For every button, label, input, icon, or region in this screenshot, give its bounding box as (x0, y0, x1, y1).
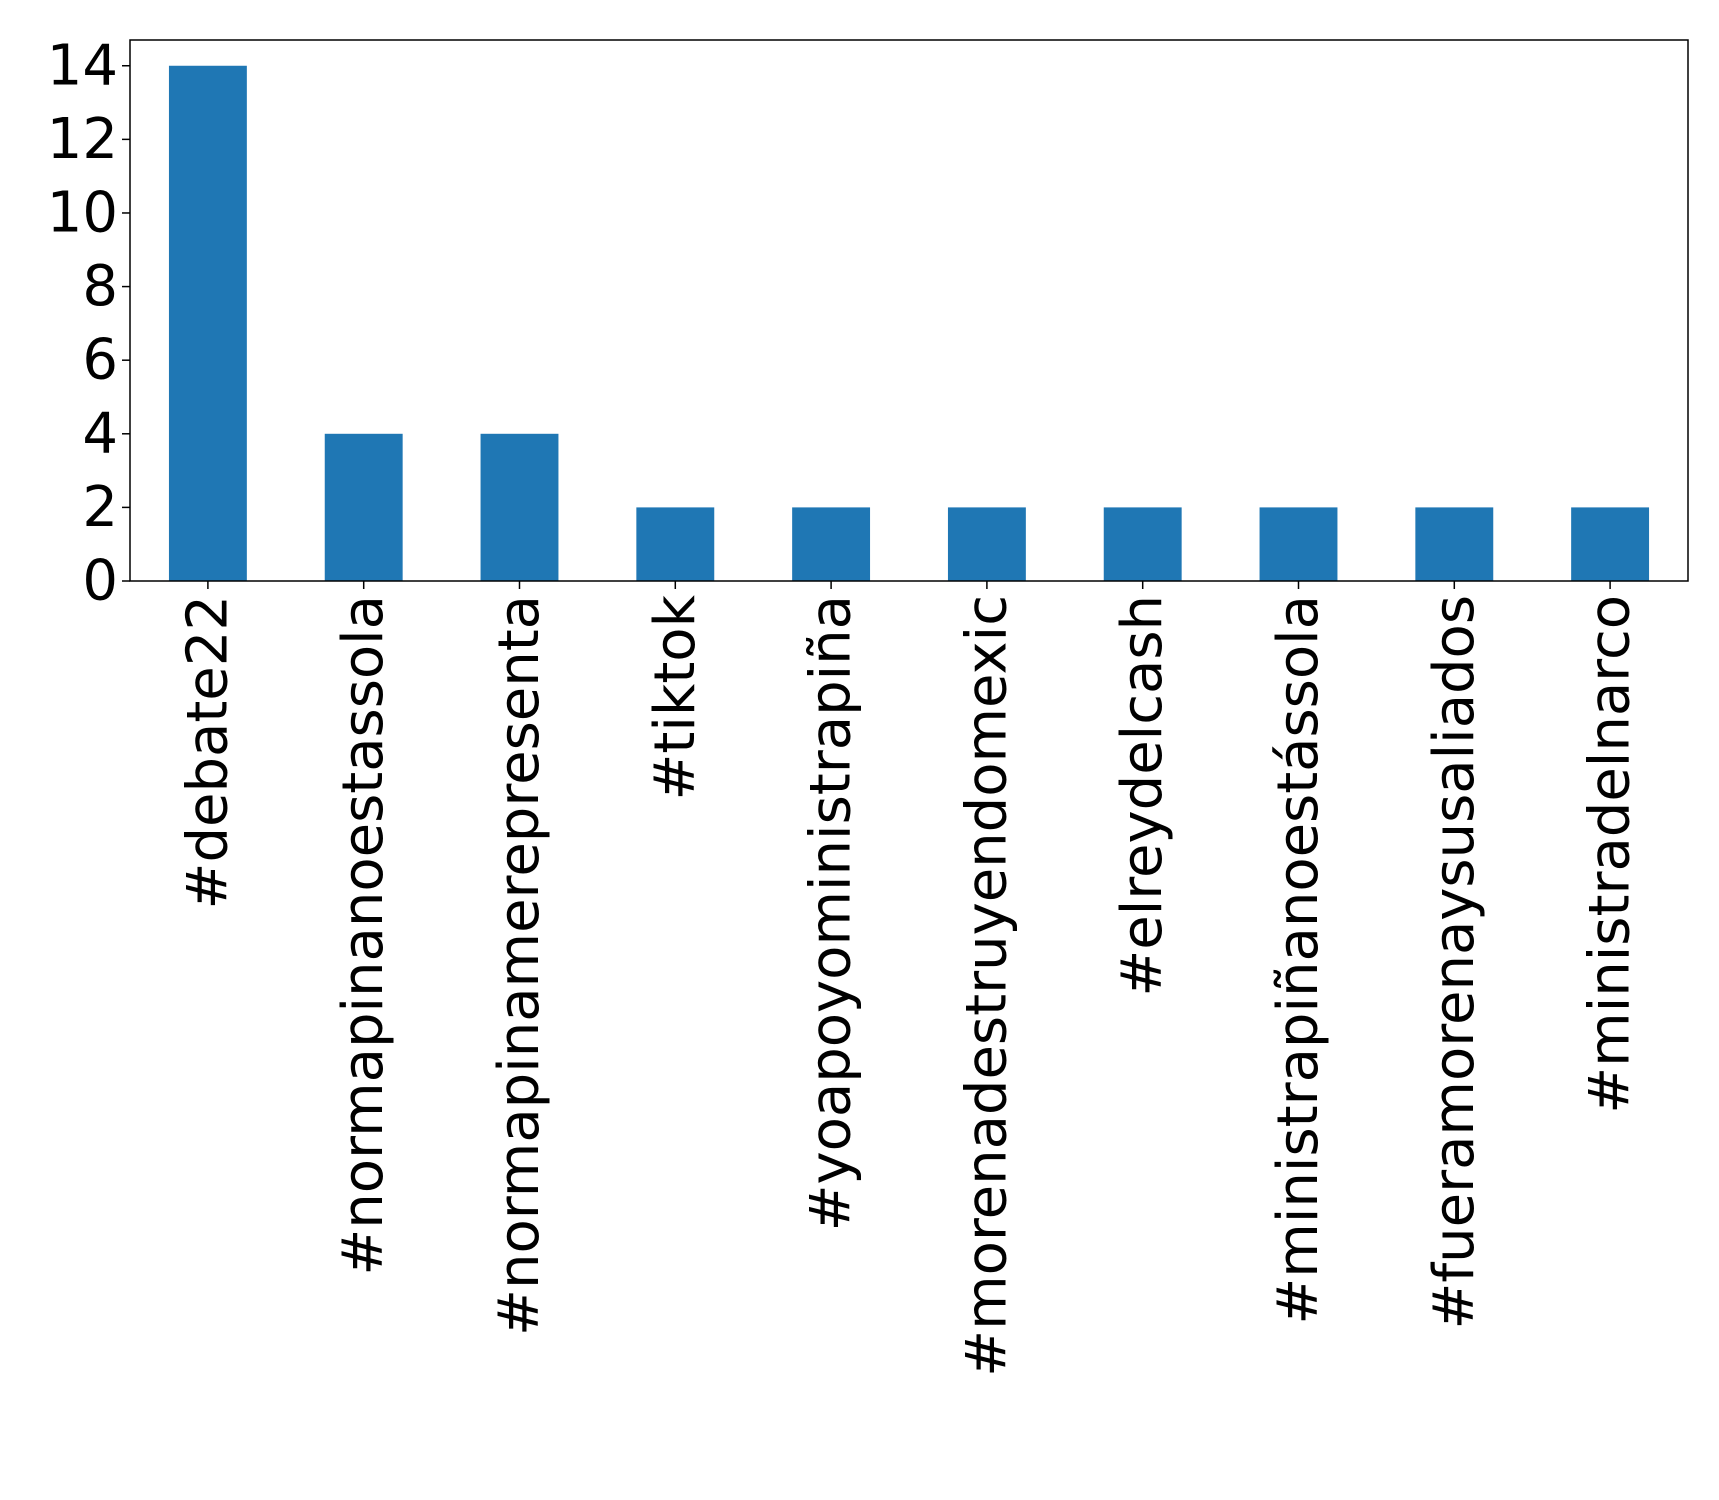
bar (1571, 507, 1650, 581)
bar (168, 65, 247, 581)
x-tick-label: #fueramorenaysusaliados (1422, 595, 1487, 1330)
bar (1415, 507, 1494, 581)
y-tick-label: 14 (47, 33, 118, 98)
bar (480, 433, 559, 581)
x-tick-label: #tiktok (643, 594, 708, 800)
plot-frame (129, 39, 1689, 582)
y-axis: 0 2 4 6 8 10 12 14 (47, 33, 130, 614)
x-axis: #debate22 #normapinanoestassola #normapina… (175, 581, 1643, 1377)
y-tick-label: 6 (82, 328, 118, 393)
x-tick-label: #normapinanoestassola (331, 595, 396, 1276)
bar (947, 507, 1026, 581)
bar (792, 507, 871, 581)
y-tick-label: 12 (47, 107, 118, 172)
y-tick-label: 2 (82, 475, 118, 540)
x-tick-label: #normapinamerepresenta (487, 595, 552, 1336)
y-tick-label: 4 (82, 401, 118, 466)
x-tick-label: #yoapoyoministrapiña (799, 595, 864, 1231)
y-tick-label: 8 (82, 254, 118, 319)
y-tick-label: 0 (82, 549, 118, 614)
x-tick-label: #elreydelcash (1110, 595, 1175, 997)
bar (1103, 507, 1182, 581)
bars (168, 65, 1650, 581)
bar (324, 433, 403, 581)
y-tick-label: 10 (47, 180, 118, 245)
x-tick-label: #debate22 (175, 595, 240, 909)
bar (1259, 507, 1338, 581)
x-tick-label: #ministradelnarco (1578, 595, 1643, 1114)
x-tick-label: #morenadestruyendomexic (954, 595, 1019, 1377)
x-tick-label: #ministrapiñanoestássola (1266, 595, 1331, 1325)
bar (636, 507, 715, 581)
